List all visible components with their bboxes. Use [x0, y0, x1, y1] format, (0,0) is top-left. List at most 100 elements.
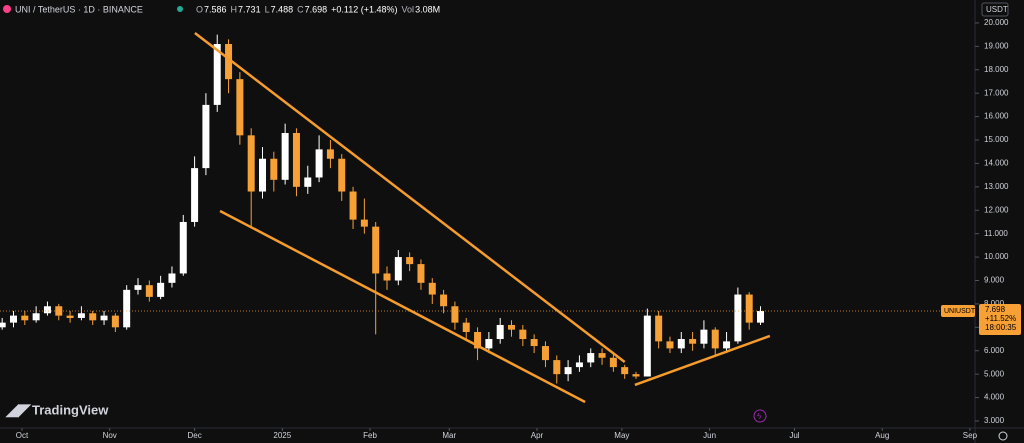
candle-body	[9, 315, 17, 323]
y-tick-label: 6.000	[984, 346, 1005, 355]
candle-body	[474, 332, 482, 349]
candle-body	[326, 149, 334, 159]
candle-body	[587, 353, 595, 363]
candle-body	[417, 264, 425, 283]
candle-body	[100, 315, 108, 321]
x-tick-label: Feb	[363, 431, 377, 440]
candle-body	[564, 367, 572, 375]
candle-body	[134, 285, 142, 290]
candle-body	[757, 310, 765, 323]
y-tick-label: 12.000	[984, 205, 1009, 214]
candle-body	[111, 315, 119, 328]
candle-body	[55, 306, 63, 316]
x-tick-label: Oct	[16, 431, 29, 440]
currency[interactable]: USDT	[986, 5, 1008, 14]
x-tick-label: Sep	[963, 431, 978, 440]
x-tick-label: Apr	[531, 431, 544, 440]
price-tag-change: +11.52%	[985, 314, 1016, 323]
y-tick-label: 15.000	[984, 135, 1009, 144]
x-tick-label: May	[614, 431, 629, 440]
candle-body	[315, 149, 323, 178]
symbol-tag-text: UNIUSDT	[944, 308, 976, 315]
candle-body	[508, 324, 516, 330]
candle-body	[575, 362, 583, 368]
candle-body	[598, 353, 606, 358]
candle-body	[632, 374, 640, 377]
candle-body	[360, 219, 368, 227]
candle-body	[157, 282, 165, 297]
candle-body	[553, 360, 561, 375]
candle-body	[0, 322, 6, 328]
y-tick-label: 19.000	[984, 41, 1009, 50]
symbol-tag	[941, 304, 975, 317]
market-status	[177, 6, 183, 12]
trend-line	[219, 209, 586, 404]
candle-body	[202, 104, 210, 169]
candle-body	[519, 329, 527, 340]
quote-key: L	[265, 4, 270, 14]
candle-body	[43, 306, 51, 314]
quote-value: 7.586	[204, 4, 227, 14]
quote-value: 7.488	[271, 4, 294, 14]
candle-body	[621, 367, 629, 375]
currency-box[interactable]	[981, 2, 1009, 17]
candle-body	[383, 273, 391, 281]
x-tick-label: Jul	[789, 431, 799, 440]
quote-value: 7.731	[238, 4, 261, 14]
candle-body	[236, 79, 244, 136]
candle-body	[191, 168, 199, 222]
volume-label: Vol	[402, 4, 415, 14]
candle-body	[89, 313, 97, 321]
lightning-icon[interactable]	[753, 409, 767, 423]
candle-body	[225, 44, 233, 80]
candle-body	[451, 306, 459, 323]
trend-line	[634, 334, 771, 387]
symbol-icon	[3, 5, 11, 13]
y-tick-label: 16.000	[984, 112, 1009, 121]
candle-body	[21, 315, 29, 321]
y-tick-label: 10.000	[984, 252, 1009, 261]
candle-body	[723, 341, 731, 349]
candle-body	[259, 158, 267, 192]
candle-body	[485, 339, 493, 349]
quote-value: 7.698	[305, 4, 328, 14]
settings-icon[interactable]	[998, 431, 1008, 441]
x-tick-label: Jun	[703, 431, 716, 440]
y-tick-label: 4.000	[984, 393, 1005, 402]
quote-key: H	[231, 4, 238, 14]
candle-body	[372, 226, 380, 274]
candle-body	[700, 329, 708, 344]
candle-body	[123, 289, 131, 328]
volume-value: 3.08M	[415, 4, 440, 14]
price-tag-price: 7.698	[985, 305, 1006, 314]
candle-body	[145, 285, 153, 297]
candle-body	[77, 313, 85, 318]
candle-body	[270, 158, 278, 180]
candle-body	[734, 294, 742, 342]
y-tick-label: 5.000	[984, 369, 1005, 378]
candle-body	[711, 329, 719, 349]
quote-key: C	[297, 4, 304, 14]
candle-body	[394, 257, 402, 281]
quote-change: +0.112 (+1.48%)	[331, 4, 397, 14]
candle-body	[349, 191, 357, 220]
candle-body	[440, 294, 448, 307]
candle-body	[541, 346, 549, 361]
candle-body	[406, 257, 414, 265]
lightning-glyph: ϟ	[757, 412, 762, 421]
candle-body	[292, 132, 300, 187]
candle-body	[655, 315, 663, 342]
candle-body	[66, 315, 74, 318]
candle-body	[530, 339, 538, 347]
y-tick-label: 8.000	[984, 299, 1005, 308]
y-tick-label: 18.000	[984, 65, 1009, 74]
header-symbol[interactable]: UNI / TetherUS · 1D · BINANCE	[15, 4, 143, 14]
candle-body	[677, 339, 685, 349]
y-tick-label: 9.000	[984, 276, 1005, 285]
candle-body	[281, 132, 289, 180]
candle-body	[428, 282, 436, 295]
candle-body	[496, 324, 504, 340]
y-tick-label: 20.000	[984, 18, 1009, 27]
candle-body	[609, 357, 617, 368]
